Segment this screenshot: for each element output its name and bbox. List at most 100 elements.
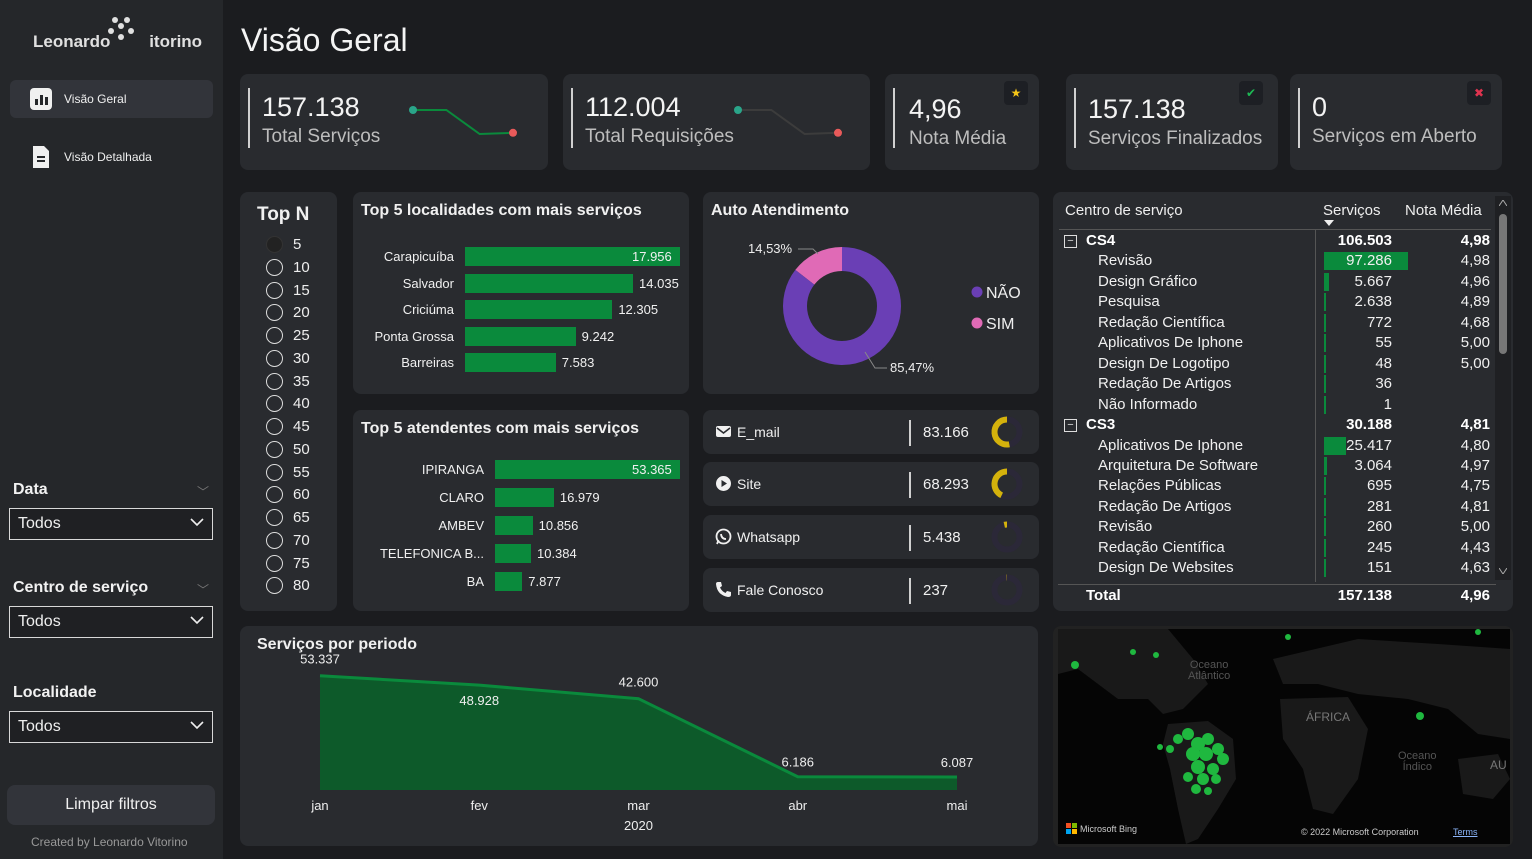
radio-button[interactable] <box>266 304 283 322</box>
scrollbar-track[interactable] <box>1495 196 1511 580</box>
matrix-row[interactable]: Não Informado 1 <box>1058 395 1496 416</box>
kpi-card-total-requisicoes: 112.004 Total Requisições <box>563 74 870 170</box>
topn-option[interactable]: 70 <box>266 531 310 549</box>
matrix-row[interactable]: Redação Científica 245 4,43 <box>1058 538 1496 559</box>
legend-label[interactable]: NÃO <box>986 282 1021 302</box>
matrix-row[interactable]: Redação De Artigos 281 4,81 <box>1058 497 1496 518</box>
bar[interactable] <box>465 326 576 346</box>
row-rating: 4,96 <box>1460 272 1490 290</box>
bar[interactable] <box>465 353 556 373</box>
bar[interactable] <box>495 488 554 507</box>
clear-filters-button[interactable]: Limpar filtros <box>7 785 215 825</box>
bar[interactable] <box>495 544 531 563</box>
scrollbar-thumb[interactable] <box>1499 214 1507 354</box>
topn-option[interactable]: 65 <box>266 509 310 526</box>
radio-button[interactable] <box>266 281 283 299</box>
radio-button[interactable] <box>266 531 283 549</box>
matrix-header-center[interactable]: Centro de serviço <box>1065 202 1183 219</box>
matrix-row[interactable]: Redação De Artigos 36 <box>1058 374 1496 395</box>
scroll-down-icon[interactable] <box>1499 568 1507 574</box>
filter-label-centro: Centro de serviço <box>13 579 149 596</box>
collapse-icon[interactable]: − <box>1064 419 1077 433</box>
play-icon <box>716 476 731 491</box>
matrix-group-row[interactable]: − CS3 30.188 4,81 <box>1058 415 1496 436</box>
topn-option[interactable]: 10 <box>266 258 310 276</box>
matrix-row[interactable]: Aplicativos De Iphone 55 5,00 <box>1058 333 1496 354</box>
bar[interactable] <box>495 572 523 591</box>
topn-option[interactable]: 50 <box>266 440 310 458</box>
row-services: 55 <box>1375 334 1392 352</box>
radio-button[interactable] <box>266 418 283 435</box>
topn-option[interactable]: 35 <box>266 372 310 390</box>
matrix-header-services[interactable]: Serviços <box>1323 202 1381 219</box>
radio-button[interactable] <box>266 372 283 390</box>
channel-card-whatsapp[interactable]: Whatsapp 5.438 <box>703 515 1039 559</box>
matrix-row[interactable]: Design De Websites 151 4,63 <box>1058 558 1496 579</box>
legend-marker <box>971 317 983 329</box>
chevron-down-icon[interactable]: ﹀ <box>196 485 209 499</box>
filter-dropdown-data[interactable]: Todos <box>9 508 213 540</box>
topn-option[interactable]: 75 <box>266 554 310 572</box>
topn-option-label: 35 <box>293 372 310 390</box>
matrix-row[interactable]: Aplicativos De Iphone 25.417 4,80 <box>1058 436 1496 457</box>
bar[interactable] <box>495 516 533 535</box>
matrix-group-row[interactable]: − CS4 106.503 4,98 <box>1058 231 1496 252</box>
matrix-row[interactable]: Revisão 260 5,00 <box>1058 517 1496 538</box>
matrix-row[interactable]: Arquitetura De Software 3.064 4,97 <box>1058 456 1496 477</box>
world-map[interactable]: Oceano Atlântico ÁFRICA Oceano Índico AU M… <box>1058 629 1510 844</box>
matrix-row[interactable]: Design De Logotipo 48 5,00 <box>1058 354 1496 375</box>
donut-slice-sim[interactable] <box>795 247 843 286</box>
bar[interactable] <box>465 273 634 293</box>
topn-option[interactable]: 55 <box>266 463 310 481</box>
legend-label[interactable]: SIM <box>986 316 1014 333</box>
nav-visao-geral[interactable]: Visão Geral <box>10 80 213 118</box>
radio-button[interactable] <box>266 236 283 253</box>
topn-option[interactable]: 5 <box>266 236 301 253</box>
chevron-down-icon <box>190 616 204 625</box>
radio-button[interactable] <box>266 486 283 504</box>
topn-option[interactable]: 60 <box>266 486 310 504</box>
x-tick-label: abr <box>788 798 807 813</box>
radio-button[interactable] <box>266 509 283 526</box>
row-rating: 4,98 <box>1460 252 1490 270</box>
filter-dropdown-centro[interactable]: Todos <box>9 606 213 638</box>
matrix-row[interactable]: Relações Públicas 695 4,75 <box>1058 476 1496 497</box>
chevron-down-icon[interactable]: ﹀ <box>196 583 209 597</box>
channel-card-fale-conosco[interactable]: Fale Conosco 237 <box>703 568 1039 612</box>
group-name: CS3 <box>1086 416 1116 434</box>
kpi-accent-bar <box>893 88 895 148</box>
radio-button[interactable] <box>266 327 283 344</box>
topn-option[interactable]: 20 <box>266 304 310 322</box>
map-terms-link[interactable]: Terms <box>1453 827 1478 837</box>
scroll-up-icon[interactable] <box>1499 200 1507 206</box>
row-name: Design De Websites <box>1098 559 1234 577</box>
topn-option[interactable]: 40 <box>266 395 310 413</box>
donut-slice-não[interactable] <box>783 247 901 365</box>
matrix-row[interactable]: Pesquisa 2.638 4,89 <box>1058 292 1496 313</box>
topn-option[interactable]: 25 <box>266 327 310 344</box>
matrix-row[interactable]: Revisão 97.286 4,98 <box>1058 251 1496 272</box>
bar[interactable] <box>495 460 680 479</box>
radio-button[interactable] <box>266 440 283 458</box>
radio-button[interactable] <box>266 463 283 481</box>
bar[interactable] <box>465 300 613 320</box>
radio-button[interactable] <box>266 395 283 413</box>
matrix-row[interactable]: Design Gráfico 5.667 4,96 <box>1058 272 1496 293</box>
nav-visao-detalhada[interactable]: Visão Detalhada <box>10 138 213 176</box>
topn-option[interactable]: 45 <box>266 418 310 435</box>
radio-button[interactable] <box>266 577 283 595</box>
channel-card-email[interactable]: E_mail 83.166 <box>703 410 1039 454</box>
total-rating: 4,96 <box>1460 587 1490 604</box>
matrix-row[interactable]: Redação Científica 772 4,68 <box>1058 313 1496 334</box>
radio-button[interactable] <box>266 258 283 276</box>
topn-option[interactable]: 80 <box>266 577 310 595</box>
topn-option[interactable]: 15 <box>266 281 310 299</box>
bar[interactable] <box>465 247 680 266</box>
channel-card-site[interactable]: Site 68.293 <box>703 462 1039 506</box>
radio-button[interactable] <box>266 554 283 572</box>
collapse-icon[interactable]: − <box>1064 235 1077 248</box>
radio-button[interactable] <box>266 349 283 367</box>
topn-option[interactable]: 30 <box>266 349 310 367</box>
filter-dropdown-localidade[interactable]: Todos <box>9 711 213 743</box>
matrix-header-rating[interactable]: Nota Média <box>1405 202 1482 219</box>
